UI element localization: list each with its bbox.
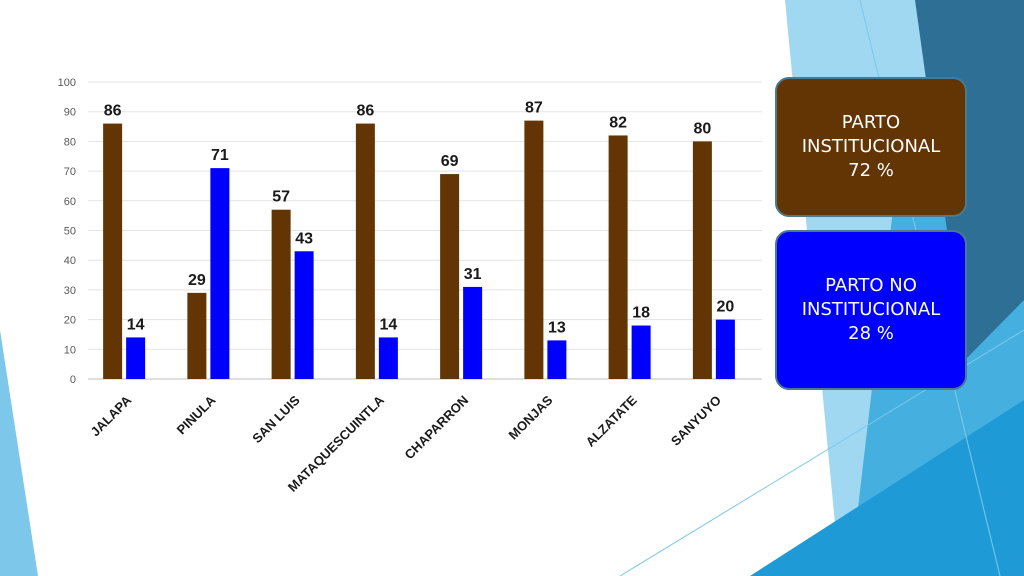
y-tick-label: 90 — [64, 107, 76, 119]
y-tick-label: 70 — [64, 166, 76, 178]
data-label: 86 — [356, 103, 374, 120]
y-tick-label: 30 — [64, 285, 76, 297]
data-label: 29 — [188, 272, 206, 289]
non-institutional-percent: 28 % — [848, 323, 894, 344]
bars — [103, 120, 735, 380]
data-label: 31 — [464, 266, 482, 283]
category-label: JALAPA — [88, 392, 135, 439]
category-label: CHAPARRON — [402, 393, 472, 463]
data-label: 57 — [272, 189, 290, 206]
bar-non-institutional — [126, 337, 146, 379]
institutional-line2: INSTITUCIONAL — [801, 136, 941, 157]
data-label: 87 — [525, 100, 543, 117]
bar-institutional — [440, 174, 460, 379]
data-label: 18 — [632, 305, 650, 322]
bar-institutional — [692, 141, 712, 379]
bar-institutional — [271, 209, 291, 379]
labels: 0 10 20 30 40 50 60 70 80 90 100 86 14 JALAPA 29 71 PINU… — [58, 77, 735, 495]
bar-non-institutional — [294, 251, 314, 379]
category-label: MATAQUESCUINTLA — [285, 392, 388, 495]
bar-non-institutional — [547, 340, 567, 379]
institutional-percent: 72 % — [848, 160, 894, 181]
left-accent-shape — [0, 330, 38, 576]
data-label: 43 — [295, 230, 313, 247]
bar-non-institutional — [210, 168, 230, 379]
non-institutional-line2: INSTITUCIONAL — [801, 299, 941, 320]
category-label: SANYUYO — [668, 393, 724, 449]
bar-institutional — [355, 123, 375, 379]
data-label: 14 — [379, 316, 397, 333]
y-tick-label: 10 — [64, 344, 76, 356]
data-label: 13 — [548, 319, 566, 336]
bar-institutional — [103, 123, 123, 379]
y-tick-label: 100 — [58, 77, 76, 89]
non-institutional-line1: PARTO NO — [825, 275, 917, 296]
bar-non-institutional — [463, 286, 483, 379]
institutional-line1: PARTO — [841, 112, 901, 133]
bar-institutional — [608, 135, 628, 379]
bar-non-institutional — [631, 325, 651, 379]
y-tick-label: 0 — [70, 374, 76, 386]
data-label: 80 — [693, 120, 711, 137]
category-label: SAN LUIS — [249, 392, 303, 446]
data-label: 86 — [104, 103, 122, 120]
data-label: 14 — [127, 316, 145, 333]
institutional-summary-box: PARTO INSTITUCIONAL 72 % — [775, 77, 967, 217]
category-label: PINULA — [174, 392, 219, 437]
bar-institutional — [524, 120, 544, 380]
y-tick-label: 60 — [64, 196, 76, 208]
bar-institutional — [187, 292, 207, 379]
data-label: 71 — [211, 147, 229, 164]
category-label: MONJAS — [506, 392, 556, 442]
y-tick-label: 20 — [64, 315, 76, 327]
y-tick-label: 80 — [64, 136, 76, 148]
category-label: ALZATATE — [583, 392, 640, 449]
data-label: 20 — [716, 299, 734, 316]
y-tick-label: 50 — [64, 226, 76, 238]
y-tick-label: 40 — [64, 255, 76, 267]
non-institutional-summary-box: PARTO NO INSTITUCIONAL 28 % — [775, 230, 967, 390]
bar-non-institutional — [378, 337, 398, 379]
data-label: 82 — [609, 114, 627, 131]
bar-non-institutional — [715, 319, 735, 379]
right-accent-bottom — [750, 400, 1024, 576]
data-label: 69 — [441, 153, 459, 170]
